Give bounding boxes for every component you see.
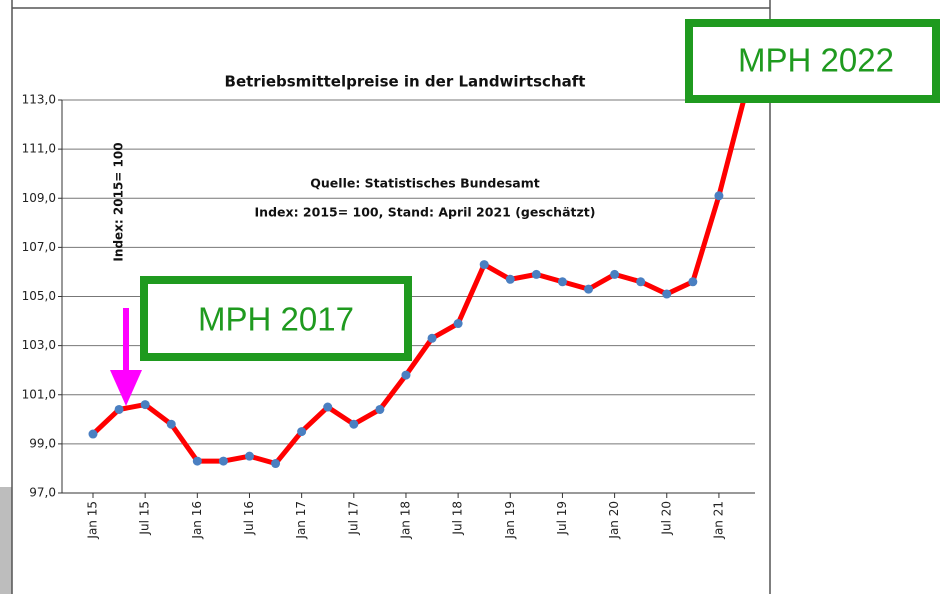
y-tick-label: 99,0	[29, 436, 56, 450]
data-point	[297, 427, 307, 437]
annotation-mph-2017: MPH 2017	[198, 301, 354, 338]
y-tick-label: 113,0	[22, 93, 56, 107]
x-tick-label: Jul 19	[555, 501, 569, 536]
data-point	[610, 269, 620, 279]
y-tick-label: 97,0	[29, 486, 56, 500]
data-point	[349, 419, 359, 429]
x-tick-label: Jul 15	[138, 501, 152, 536]
data-point	[505, 274, 515, 284]
y-tick-label: 107,0	[22, 240, 56, 254]
data-point	[714, 191, 724, 201]
y-tick-label: 103,0	[22, 338, 56, 352]
data-point	[584, 284, 594, 294]
data-point	[401, 370, 411, 380]
grid: 97,0 99,0 101,0 103,0 105,0 107,0 109,0 111,0 11…	[22, 93, 755, 540]
index-note: Index: 2015= 100, Stand: April 2021 (ges…	[255, 205, 596, 220]
x-tick-label: Jan 16	[190, 501, 204, 540]
data-point	[662, 289, 672, 299]
x-tick-label: Jan 18	[398, 501, 412, 540]
x-tick-label: Jan 20	[607, 501, 621, 540]
x-tick-label: Jan 21	[711, 501, 725, 540]
background-panel	[0, 487, 12, 594]
data-point	[218, 456, 228, 466]
data-point	[688, 277, 698, 287]
y-axis-label: Index: 2015= 100	[112, 142, 126, 261]
data-point	[271, 459, 281, 469]
x-tick-label: Jan 17	[294, 501, 308, 540]
data-point	[557, 277, 567, 287]
plot	[88, 90, 750, 469]
y-tick-label: 111,0	[22, 142, 56, 156]
data-point	[453, 319, 463, 329]
chart-title: Betriebsmittelpreise in der Landwirtscha…	[225, 73, 586, 91]
data-point	[244, 451, 254, 461]
y-tick-label: 109,0	[22, 191, 56, 205]
data-point	[479, 260, 489, 270]
data-point	[114, 404, 124, 414]
data-point	[166, 419, 176, 429]
x-tick-label: Jul 18	[451, 501, 465, 536]
data-point	[531, 269, 541, 279]
x-tick-label: Jul 17	[346, 501, 360, 536]
x-tick-label: Jul 20	[659, 501, 673, 536]
annotation-box	[685, 19, 940, 103]
y-tick-label: 105,0	[22, 289, 56, 303]
data-point	[636, 277, 646, 287]
data-point	[140, 400, 150, 410]
data-point	[192, 456, 202, 466]
annotation-box	[140, 276, 412, 361]
annotation-mph-2022: MPH 2022	[738, 42, 894, 79]
source-note: Quelle: Statistisches Bundesamt	[310, 176, 539, 191]
arrow-head	[110, 370, 142, 406]
data-point	[427, 333, 437, 343]
y-tick-label: 101,0	[22, 387, 56, 401]
data-point	[88, 429, 98, 439]
data-point	[323, 402, 333, 412]
x-tick-label: Jan 15	[86, 501, 100, 540]
data-point	[375, 404, 385, 414]
x-tick-label: Jul 16	[242, 501, 256, 536]
x-tick-label: Jan 19	[503, 501, 517, 540]
